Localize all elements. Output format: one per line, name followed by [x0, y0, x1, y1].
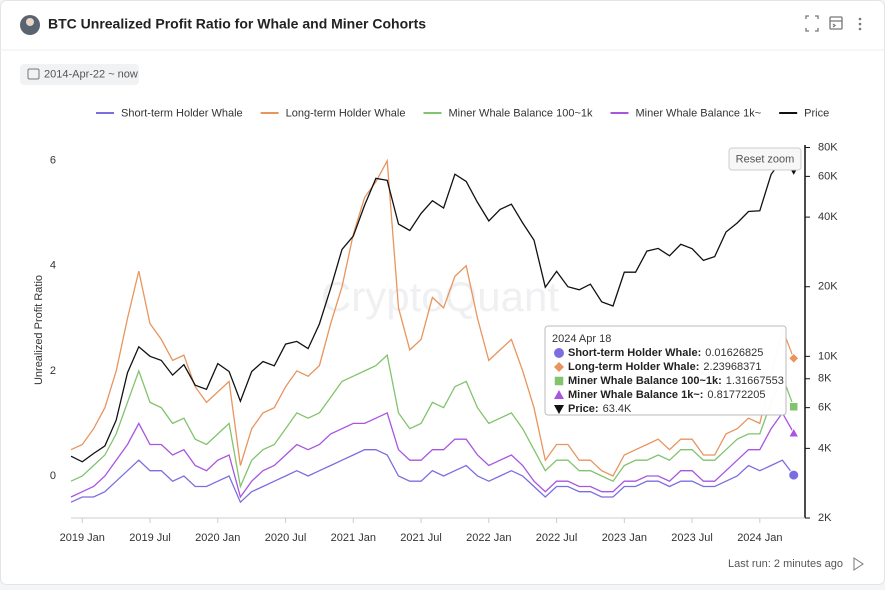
marker — [554, 405, 564, 414]
y2-tick-label: 40K — [818, 211, 838, 223]
calendar-icon — [27, 68, 40, 80]
y2-tick-label: 8K — [818, 373, 832, 385]
x-tick-label: 2020 Jul — [265, 532, 307, 544]
date-chip[interactable] — [20, 64, 139, 85]
marker — [554, 390, 564, 399]
y2-tick-label: 6K — [818, 402, 832, 414]
tooltip-label: Miner Whale Balance 100~1k: — [568, 375, 722, 387]
y-tick-label: 2 — [50, 365, 56, 377]
end-marker — [788, 402, 799, 412]
series-line — [70, 353, 795, 489]
reset-zoom[interactable]: Reset zoom — [736, 153, 795, 165]
x-tick-label: 2021 Jul — [400, 532, 442, 544]
legend-label[interactable]: Long-term Holder Whale — [286, 107, 406, 119]
tooltip-label: Long-term Holder Whale: — [568, 361, 699, 373]
series-line — [70, 158, 795, 477]
run-icon[interactable] — [853, 557, 864, 571]
legend-label[interactable]: Price — [804, 107, 829, 119]
tooltip-value: 63.4K — [603, 403, 632, 415]
end-marker — [788, 352, 800, 365]
tooltip-value: 0.01626825 — [705, 347, 763, 359]
legend-label[interactable]: Short-term Holder Whale — [121, 107, 243, 119]
tooltip-label: Price: — [568, 403, 599, 415]
tooltip-label: Miner Whale Balance 1k~: — [568, 389, 703, 401]
y-axis-title: Unrealized Profit Ratio — [33, 275, 45, 385]
marker — [554, 348, 564, 358]
y2-tick-label: 80K — [818, 141, 838, 153]
reset-zoom-button[interactable] — [728, 147, 802, 171]
series-line — [70, 449, 795, 504]
tooltip-value: 1.31667553 — [726, 375, 784, 387]
y2-tick-label: 20K — [818, 281, 838, 293]
tooltip-value: 0.81772205 — [707, 389, 765, 401]
tooltip-value: 2.23968371 — [703, 361, 761, 373]
marker — [554, 362, 564, 372]
x-tick-label: 2023 Jul — [671, 532, 713, 544]
series-line — [70, 411, 795, 499]
end-marker — [787, 426, 800, 438]
watermark: CryptoQuant — [321, 273, 559, 320]
legend-label[interactable]: Miner Whale Balance 1k~ — [636, 107, 762, 119]
x-tick-label: 2022 Jan — [466, 532, 511, 544]
y2-tick-label: 2K — [818, 512, 832, 524]
y-tick-label: 6 — [50, 155, 56, 167]
series-line — [70, 157, 795, 463]
y2-tick-label: 10K — [818, 350, 838, 362]
x-tick-label: 2022 Jul — [536, 532, 578, 544]
title: BTC Unrealized Profit Ratio for Whale an… — [48, 16, 426, 32]
y-tick-label: 4 — [50, 260, 56, 272]
plot: 0 2 4 6 2K 4K 6K 8K 10K 20K 40K 60K 80K 2019 Jan 2019 … — [50, 141, 838, 544]
x-tick-label: 2019 Jan — [60, 532, 105, 544]
y-tick-label: 0 — [50, 470, 56, 482]
y2-tick-label: 60K — [818, 170, 838, 182]
legend-label[interactable]: Miner Whale Balance 100~1k — [449, 107, 593, 119]
end-marker — [788, 469, 800, 481]
x-tick-label: 2020 Jan — [195, 532, 240, 544]
tooltip-date: 2024 Apr 18 — [552, 333, 611, 345]
date-range[interactable]: 2014-Apr-22 ~ now — [44, 68, 138, 80]
tooltip: 2024 Apr 18 Short-term Holder Whale: 0.016… — [544, 325, 787, 416]
x-tick-label: 2023 Jan — [602, 532, 647, 544]
tooltip-box — [544, 325, 787, 416]
more-icon[interactable] — [858, 17, 862, 31]
x-tick-label: 2021 Jan — [331, 532, 376, 544]
x-tick-label: 2024 Jan — [737, 532, 782, 544]
marker — [554, 376, 564, 386]
toolbar-icons[interactable] — [805, 15, 843, 32]
last-run: Last run: 2 minutes ago — [728, 558, 843, 570]
x-tick-label: 2019 Jul — [129, 532, 171, 544]
y2-tick-label: 4K — [818, 442, 832, 454]
tooltip-label: Short-term Holder Whale: — [568, 347, 701, 359]
avatar-face — [26, 18, 34, 26]
